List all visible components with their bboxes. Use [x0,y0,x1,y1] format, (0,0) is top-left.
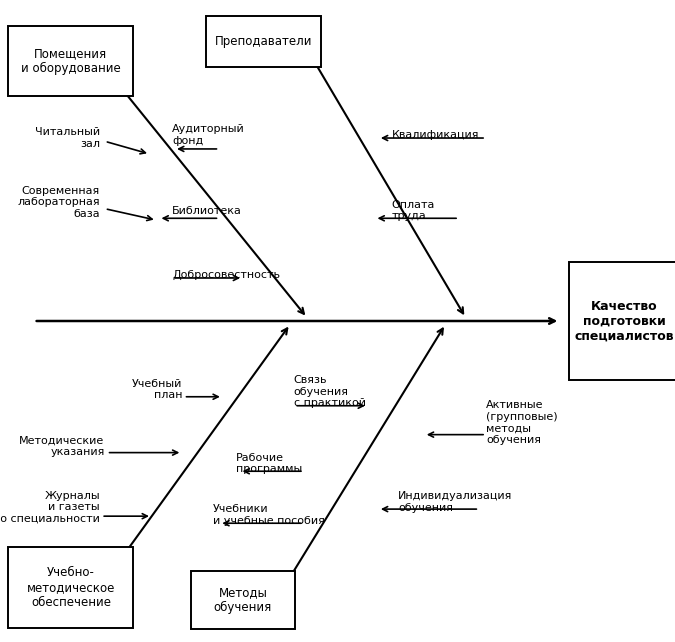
Text: Журналы
и газеты
по специальности: Журналы и газеты по специальности [0,490,100,524]
Text: Активные
(групповые)
методы
обучения: Активные (групповые) методы обучения [486,400,558,445]
FancyBboxPatch shape [190,571,296,629]
Text: Оплата
труда: Оплата труда [392,200,435,221]
Text: Добросовестность: Добросовестность [172,270,280,280]
Text: Библиотека: Библиотека [172,205,242,216]
FancyBboxPatch shape [568,262,675,380]
Text: Учебно-
методическое
обеспечение: Учебно- методическое обеспечение [27,566,115,609]
Text: Связь
обучения
с практикой: Связь обучения с практикой [294,375,366,408]
Text: Современная
лабораторная
база: Современная лабораторная база [18,186,100,219]
Text: Учебный
план: Учебный план [132,379,182,401]
Text: Читальный
зал: Читальный зал [35,127,100,149]
FancyBboxPatch shape [206,16,321,67]
Text: Аудиторный
фонд: Аудиторный фонд [172,124,245,146]
Text: Преподаватели: Преподаватели [215,35,312,48]
Text: Индивидуализация
обучения: Индивидуализация обучения [398,491,512,513]
Text: Методические
указания: Методические указания [20,435,105,457]
Text: Учебники
и учебные пособия: Учебники и учебные пособия [213,504,325,526]
Text: Методы
обучения: Методы обучения [214,586,272,614]
Text: Качество
подготовки
специалистов: Качество подготовки специалистов [574,300,674,342]
FancyBboxPatch shape [8,547,133,628]
Text: Квалификация: Квалификация [392,130,479,140]
Text: Рабочие
программы: Рабочие программы [236,453,302,474]
Text: Помещения
и оборудование: Помещения и оборудование [21,47,121,75]
FancyBboxPatch shape [8,26,133,96]
